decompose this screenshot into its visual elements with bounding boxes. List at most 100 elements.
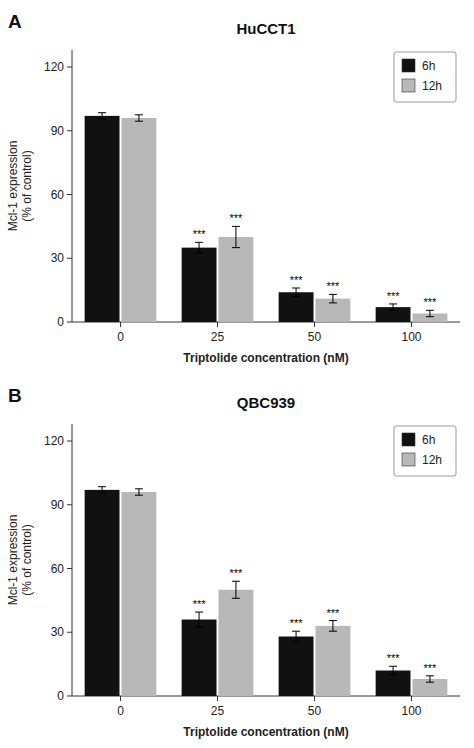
error-bar [195, 242, 203, 253]
legend-label: 6h [422, 433, 435, 447]
y-tick [67, 67, 72, 68]
significance-label: *** [424, 662, 438, 674]
x-tick-label: 0 [117, 330, 124, 344]
error-bar-cap [135, 495, 143, 496]
error-bar [135, 115, 143, 121]
error-bar-cap [292, 641, 300, 642]
error-bar-stem [235, 581, 236, 598]
error-bar [98, 113, 106, 119]
bar [219, 590, 254, 696]
legend-box [394, 426, 456, 476]
error-bar-stem [332, 621, 333, 632]
significance-label: *** [327, 607, 341, 619]
panel-label: B [8, 385, 22, 406]
y-tick-label: 30 [51, 251, 65, 265]
chart-figure: 0 30 60 90 120 0 25 50 100 *** *** *** *** *** *** HuCC… [0, 0, 474, 748]
legend-label: 12h [422, 453, 442, 467]
legend-box [394, 52, 456, 102]
y-tick-label: 0 [57, 689, 64, 703]
y-tick [67, 632, 72, 633]
x-tick-label: 25 [211, 330, 225, 344]
y-tick [67, 258, 72, 259]
y-tick-label: 30 [51, 625, 65, 639]
error-bar-cap [292, 631, 300, 632]
error-bar-cap [232, 247, 240, 248]
legend-swatch [402, 453, 415, 466]
bar [85, 490, 120, 696]
error-bar-cap [426, 310, 434, 311]
error-bar-stem [332, 294, 333, 303]
error-bar-cap [232, 598, 240, 599]
x-tick [120, 322, 121, 327]
y-tick-label: 90 [51, 124, 65, 138]
y-tick [67, 194, 72, 195]
y-tick-label: 90 [51, 498, 65, 512]
error-bar [292, 631, 300, 642]
error-bar-stem [102, 487, 103, 493]
error-bar [292, 288, 300, 297]
error-bar [389, 304, 397, 310]
y-axis-label-line: (% of control) [20, 150, 34, 221]
error-bar-cap [195, 626, 203, 627]
significance-label: *** [290, 617, 304, 629]
error-bar-cap [232, 581, 240, 582]
legend: 6h12h [394, 426, 456, 476]
error-bar-cap [426, 316, 434, 317]
y-axis-label-line: Mcl-1 expression [6, 141, 20, 232]
significance-label: *** [387, 652, 401, 664]
bar [219, 237, 254, 322]
legend-label: 12h [422, 79, 442, 93]
error-bar [426, 310, 434, 316]
error-bar [195, 612, 203, 627]
x-tick-label: 50 [308, 330, 322, 344]
y-tick-label: 60 [51, 562, 65, 576]
error-bar-cap [232, 226, 240, 227]
panel-label: A [8, 11, 22, 32]
significance-label: *** [327, 280, 341, 292]
y-tick [67, 568, 72, 569]
x-axis-label: Triptolide concentration (nM) [183, 351, 348, 365]
chart-title: HuCCT1 [236, 20, 295, 37]
y-axis-label-line: Mcl-1 expression [6, 515, 20, 606]
bar [316, 626, 351, 696]
y-axis-label: Mcl-1 expression(% of control) [6, 141, 34, 232]
bar [122, 492, 157, 696]
x-axis-label: Triptolide concentration (nM) [183, 725, 348, 739]
error-bar-cap [135, 121, 143, 122]
legend-swatch [402, 433, 415, 446]
error-bar-cap [135, 114, 143, 115]
significance-label: *** [230, 567, 244, 579]
panel: 030609012002550100******************HuCC… [6, 11, 460, 365]
error-bar-stem [429, 310, 430, 316]
significance-label: *** [193, 598, 207, 610]
error-bar-cap [98, 119, 106, 120]
error-bar [426, 676, 434, 682]
error-bar [329, 621, 337, 632]
error-bar-cap [329, 302, 337, 303]
error-bar-cap [135, 488, 143, 489]
x-tick [120, 696, 121, 701]
bar [122, 118, 157, 322]
y-tick-label: 0 [57, 315, 64, 329]
error-bar-stem [102, 113, 103, 119]
error-bar-stem [296, 288, 297, 297]
bar [85, 116, 120, 322]
bar [279, 292, 314, 322]
error-bar [389, 666, 397, 675]
y-axis-line [72, 424, 73, 696]
x-tick [217, 322, 218, 327]
bar [279, 637, 314, 697]
error-bar-stem [429, 676, 430, 682]
x-tick [314, 322, 315, 327]
error-bar-cap [292, 296, 300, 297]
x-tick-label: 100 [401, 330, 421, 344]
y-tick-label: 120 [44, 60, 64, 74]
error-bar [329, 294, 337, 303]
error-bar-cap [329, 294, 337, 295]
significance-label: *** [387, 290, 401, 302]
legend: 6h12h [394, 52, 456, 102]
y-axis-label-line: (% of control) [20, 524, 34, 595]
x-tick [411, 696, 412, 701]
significance-label: *** [290, 274, 304, 286]
y-axis-line [72, 50, 73, 322]
